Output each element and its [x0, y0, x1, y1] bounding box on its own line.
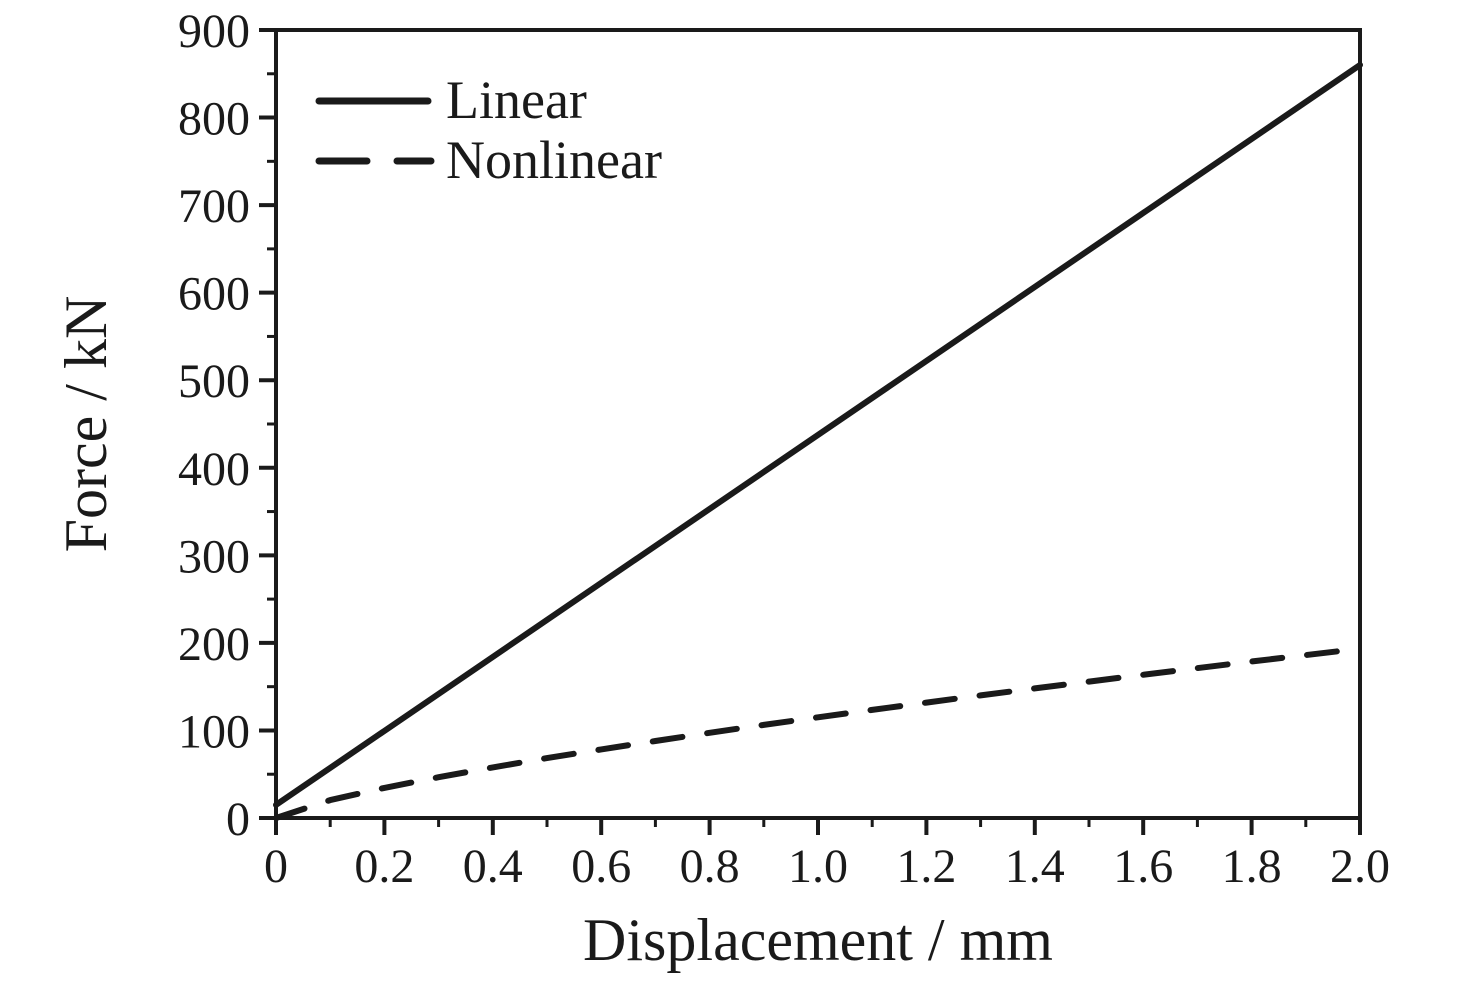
x-tick-label: 0.2	[354, 840, 414, 893]
x-tick-label: 0.6	[571, 840, 631, 893]
y-tick-label: 800	[178, 93, 250, 146]
x-tick-label: 0.8	[680, 840, 740, 893]
legend: Linear Nonlinear	[315, 70, 662, 190]
y-tick-label: 900	[178, 5, 250, 58]
x-tick-label: 0	[264, 840, 288, 893]
x-tick-label: 1.4	[1005, 840, 1065, 893]
x-tick-label: 2.0	[1330, 840, 1390, 893]
x-tick-label: 1.0	[788, 840, 848, 893]
series-line-linear	[273, 62, 1363, 808]
y-axis-title: Force / kN	[53, 296, 119, 553]
plot-border	[274, 28, 1362, 820]
x-tick-label: 1.2	[896, 840, 956, 893]
y-tick-label: 0	[226, 793, 250, 846]
x-tick-label: 0.4	[463, 840, 523, 893]
y-tick-label: 200	[178, 618, 250, 671]
y-tick-label: 400	[178, 443, 250, 496]
x-axis-title: Displacement / mm	[583, 907, 1053, 973]
y-tick-label: 300	[178, 530, 250, 583]
series-line-nonlinear	[273, 645, 1363, 821]
legend-label-linear: Linear	[446, 70, 587, 130]
legend-label-nonlinear: Nonlinear	[446, 130, 662, 190]
y-tick-label: 100	[178, 705, 250, 758]
y-tick-label: 700	[178, 180, 250, 233]
y-tick-label: 600	[178, 268, 250, 321]
y-tick-label: 500	[178, 355, 250, 408]
x-tick-label: 1.6	[1113, 840, 1173, 893]
plot-area: 0 0.2 0.4 0.6 0.8 1.0 1.2 1.4 1.6 1.8 2.0 0 100 200 30…	[178, 5, 1390, 893]
x-tick-label: 1.8	[1222, 840, 1282, 893]
